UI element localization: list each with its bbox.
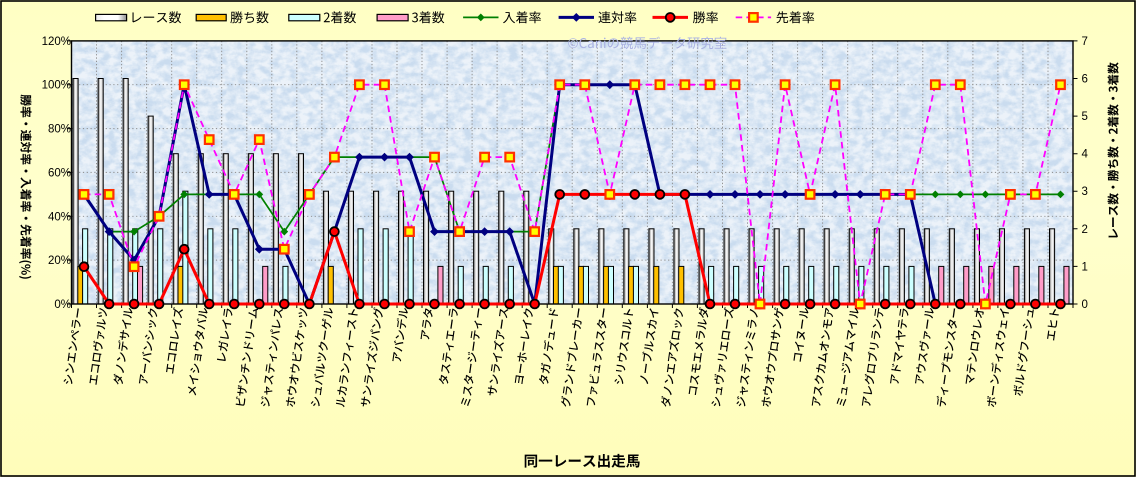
svg-text:5: 5 bbox=[1082, 111, 1088, 123]
svg-text:20%: 20% bbox=[48, 255, 71, 267]
svg-text:6: 6 bbox=[1082, 74, 1088, 86]
svg-text:2: 2 bbox=[1082, 224, 1088, 236]
svg-text:80%: 80% bbox=[48, 124, 71, 136]
svg-text:4: 4 bbox=[1082, 149, 1089, 161]
svg-text:0%: 0% bbox=[54, 299, 71, 311]
svg-text:120%: 120% bbox=[42, 36, 71, 48]
svg-text:100%: 100% bbox=[42, 80, 71, 92]
svg-text:1: 1 bbox=[1082, 261, 1088, 273]
svg-text:40%: 40% bbox=[48, 211, 71, 223]
svg-text:3: 3 bbox=[1082, 186, 1088, 198]
svg-text:0: 0 bbox=[1082, 299, 1088, 311]
svg-text:60%: 60% bbox=[48, 167, 71, 179]
svg-text:7: 7 bbox=[1082, 36, 1088, 48]
